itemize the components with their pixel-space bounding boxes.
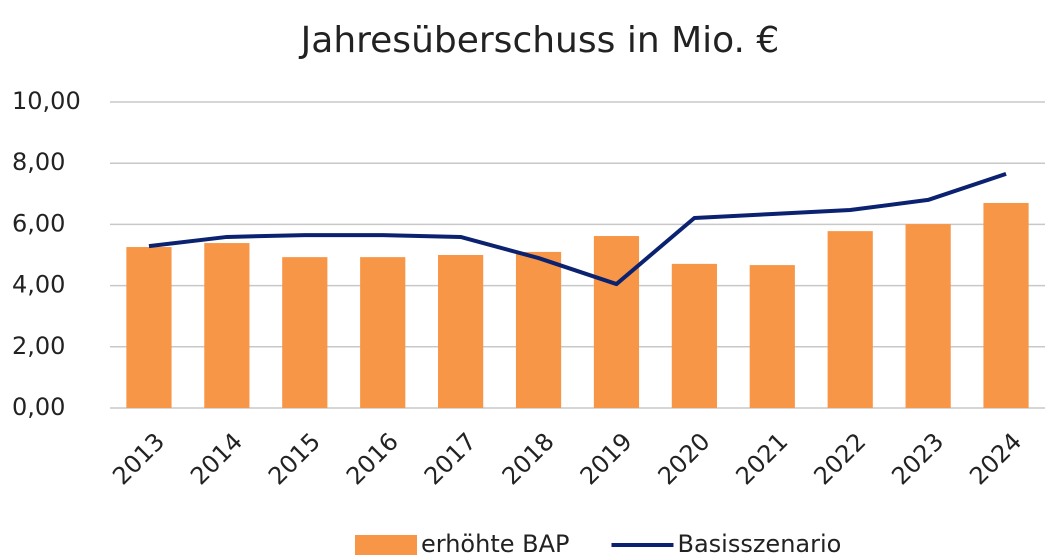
bar (593, 236, 640, 408)
x-tick-label: 2020 (653, 427, 716, 490)
y-tick-label: 6,00 (12, 209, 65, 237)
x-tick-label: 2014 (185, 427, 248, 490)
x-tick-label: 2022 (808, 427, 871, 490)
bar (515, 251, 562, 408)
bar (749, 265, 795, 408)
line (148, 172, 1007, 287)
x-tick-label: 2021 (730, 427, 793, 490)
legend-swatch (355, 535, 417, 555)
x-tick-label: 2017 (419, 427, 482, 490)
bar (827, 231, 873, 408)
bar (671, 263, 717, 408)
bar (438, 255, 484, 408)
bar (360, 257, 406, 408)
bar (282, 257, 328, 408)
x-tick-label: 2016 (341, 427, 404, 490)
y-tick-label: 4,00 (12, 271, 65, 299)
bar (983, 202, 1029, 408)
legend-label: Basisszenario (677, 530, 841, 558)
bar (126, 247, 172, 408)
y-tick-label: 2,00 (12, 332, 65, 360)
x-tick-label: 2013 (107, 427, 170, 490)
x-tick-label: 2018 (497, 427, 560, 490)
bar (204, 243, 250, 408)
x-tick-label: 2024 (964, 427, 1027, 490)
y-tick-label: 0,00 (12, 393, 65, 421)
chart-title: Jahresüberschuss in Mio. € (299, 20, 780, 61)
x-tick-label: 2015 (263, 427, 326, 490)
x-tick-label: 2023 (886, 427, 949, 490)
y-tick-label: 10,00 (12, 87, 81, 115)
x-tick-label: 2019 (575, 427, 638, 490)
legend-label: erhöhte BAP (421, 530, 569, 558)
y-tick-label: 8,00 (12, 148, 65, 176)
bar (905, 224, 951, 408)
